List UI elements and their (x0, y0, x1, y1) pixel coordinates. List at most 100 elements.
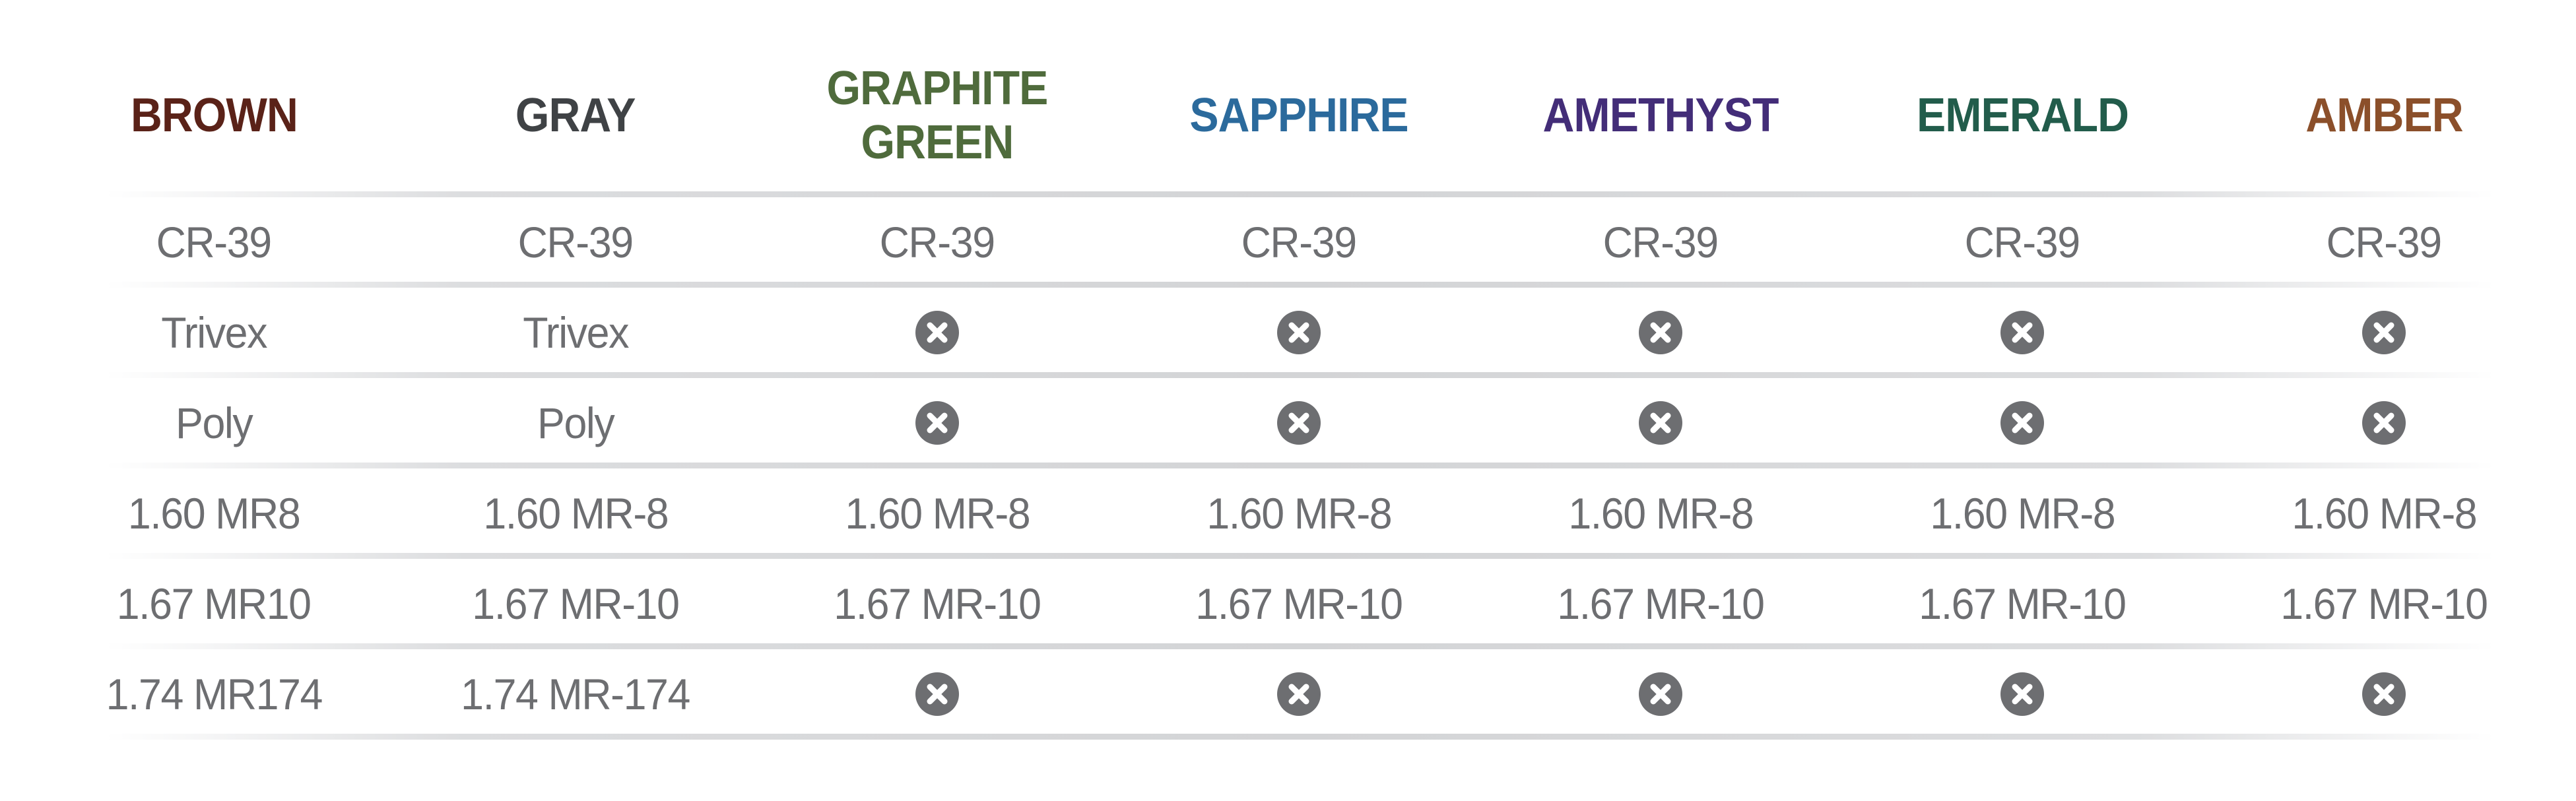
column-header-label: BROWN (130, 89, 298, 142)
column-header-label: SAPPHIRE (1189, 89, 1408, 142)
table-cell: 1.67 MR10 (33, 558, 395, 649)
x-circle-icon (2362, 672, 2406, 716)
table-row: CR-39 CR-39 CR-39 CR-39 CR-39 CR-39 CR-39 (33, 197, 2565, 287)
table-cell (756, 287, 1118, 377)
column-header-label: GRAY (515, 89, 636, 142)
table-cell: CR-39 (1841, 197, 2203, 287)
cell-text: CR-39 (156, 217, 272, 267)
cell-text: 1.74 MR-174 (461, 669, 691, 719)
table-cell: Trivex (33, 287, 395, 377)
cell-text: 1.67 MR-10 (834, 579, 1041, 628)
row-divider (106, 282, 2495, 288)
table-cell (756, 649, 1118, 739)
cell-text: 1.67 MR10 (117, 579, 312, 628)
table-cell (1480, 377, 1841, 468)
table-cell: Poly (33, 377, 395, 468)
cell-text: 1.67 MR-10 (1919, 579, 2127, 628)
cell-text: 1.74 MR174 (106, 669, 323, 719)
cell-text: 1.60 MR8 (127, 488, 301, 538)
table-cell (1841, 649, 2203, 739)
cell-text: 1.60 MR-8 (1930, 488, 2115, 538)
cell-text: 1.60 MR-8 (1206, 488, 1392, 538)
table-row: Poly Poly (33, 377, 2565, 468)
table-cell: CR-39 (756, 197, 1118, 287)
x-circle-icon (1639, 672, 1682, 716)
table-cell: CR-39 (1118, 197, 1480, 287)
column-header-amber: AMBER (2203, 40, 2565, 191)
table-cell: 1.67 MR-10 (2203, 558, 2565, 649)
x-circle-icon (2362, 310, 2406, 354)
column-header-brown: BROWN (33, 40, 395, 191)
table-cell (1118, 287, 1480, 377)
table-cell: 1.67 MR-10 (1480, 558, 1841, 649)
table-cell: CR-39 (1480, 197, 1841, 287)
x-circle-icon (1277, 400, 1321, 445)
cell-text: 1.60 MR-8 (2292, 488, 2477, 538)
x-circle-icon (915, 672, 959, 716)
table-cell (2203, 287, 2565, 377)
cell-text: 1.67 MR-10 (1195, 579, 1403, 628)
column-header-amethyst: AMETHYST (1480, 40, 1841, 191)
header-row: BROWN GRAY GRAPHITE GREEN SAPPHIRE AMETHYST E… (33, 40, 2565, 191)
cell-text: CR-39 (1964, 217, 2080, 267)
table-cell: 1.67 MR-10 (395, 558, 756, 649)
column-header-label: GRAPHITE GREEN (826, 62, 1049, 169)
table-cell: 1.60 MR-8 (756, 468, 1118, 558)
table-cell: 1.60 MR-8 (395, 468, 756, 558)
table-cell: 1.67 MR-10 (1118, 558, 1480, 649)
cell-text: CR-39 (1602, 217, 1719, 267)
column-header-label: AMBER (2305, 89, 2463, 142)
cell-text: Poly (175, 398, 253, 447)
row-divider (106, 463, 2495, 468)
x-circle-icon (2362, 400, 2406, 445)
row-divider (106, 372, 2495, 378)
x-circle-icon (915, 400, 959, 445)
x-circle-icon (1639, 310, 1682, 354)
table-row: Trivex Trivex (33, 287, 2565, 377)
table-cell: 1.60 MR-8 (1841, 468, 2203, 558)
cell-text: 1.67 MR-10 (1557, 579, 1765, 628)
cell-text: 1.60 MR-8 (845, 488, 1030, 538)
x-circle-icon (915, 310, 959, 354)
cell-text: Poly (537, 398, 615, 447)
table-cell: 1.60 MR8 (33, 468, 395, 558)
table-cell: Poly (395, 377, 756, 468)
x-circle-icon (1277, 672, 1321, 716)
x-circle-icon (2000, 672, 2044, 716)
cell-text: 1.60 MR-8 (483, 488, 669, 538)
table-cell (756, 377, 1118, 468)
table-cell (1118, 649, 1480, 739)
column-header-sapphire: SAPPHIRE (1118, 40, 1480, 191)
table-row: 1.74 MR174 1.74 MR-174 (33, 649, 2565, 739)
column-header-gray: GRAY (395, 40, 756, 191)
row-divider (106, 191, 2495, 197)
cell-text: CR-39 (2326, 217, 2442, 267)
column-header-graphite-green: GRAPHITE GREEN (756, 40, 1118, 191)
table-cell (1480, 649, 1841, 739)
table-cell (1480, 287, 1841, 377)
x-circle-icon (2000, 400, 2044, 445)
x-circle-icon (1277, 310, 1321, 354)
table-cell: 1.67 MR-10 (1841, 558, 2203, 649)
table-cell: 1.74 MR174 (33, 649, 395, 739)
table-cell: 1.60 MR-8 (1480, 468, 1841, 558)
table-row: 1.67 MR10 1.67 MR-10 1.67 MR-10 1.67 MR-10 1… (33, 558, 2565, 649)
cell-text: 1.60 MR-8 (1568, 488, 1754, 538)
cell-text: Trivex (161, 307, 267, 357)
table-cell: 1.67 MR-10 (756, 558, 1118, 649)
row-divider (106, 734, 2495, 740)
column-header-label: AMETHYST (1542, 89, 1779, 142)
table-cell: 1.60 MR-8 (2203, 468, 2565, 558)
table-row: 1.60 MR8 1.60 MR-8 1.60 MR-8 1.60 MR-8 1.60 … (33, 468, 2565, 558)
row-divider (106, 553, 2495, 559)
table-cell: Trivex (395, 287, 756, 377)
row-divider (106, 643, 2495, 649)
table-cell (2203, 649, 2565, 739)
cell-text: Trivex (523, 307, 629, 357)
table-cell: 1.60 MR-8 (1118, 468, 1480, 558)
table-cell: 1.74 MR-174 (395, 649, 756, 739)
table-cell: CR-39 (33, 197, 395, 287)
table-cell (1118, 377, 1480, 468)
table-cell (2203, 377, 2565, 468)
table-cell: CR-39 (2203, 197, 2565, 287)
